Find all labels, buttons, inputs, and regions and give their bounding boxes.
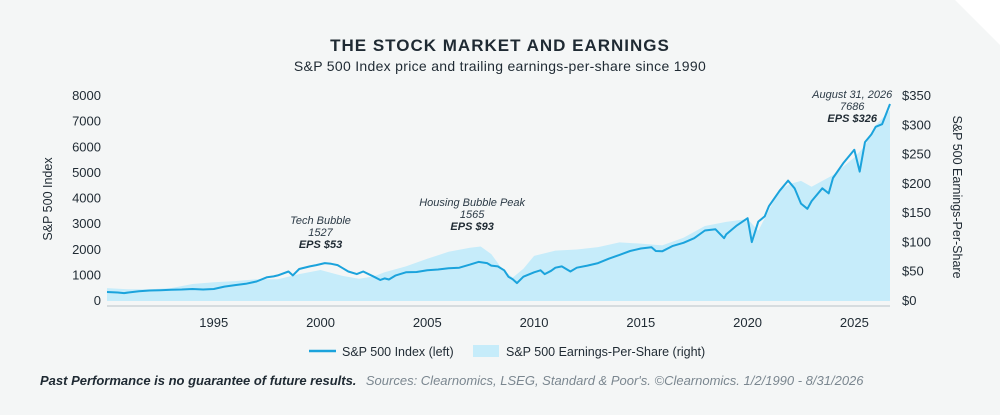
y-right-tick-label: $0 [902, 293, 916, 308]
eps-area-layer [107, 110, 890, 301]
y-left-tick-label: 4000 [72, 191, 101, 206]
annotation-eps: EPS $93 [450, 221, 493, 233]
x-tick-label: 2010 [520, 315, 549, 330]
legend-index-label: S&P 500 Index (left) [342, 345, 454, 359]
y-left-tick-label: 1000 [72, 267, 101, 282]
chart-subtitle: S&P 500 Index price and trailing earning… [294, 58, 706, 74]
y-right-tick-label: $350 [902, 88, 931, 103]
y-right-tick-label: $200 [902, 176, 931, 191]
y-right-ticks: $0 $50 $100 $150 $200 $250 $300 $350 [902, 88, 931, 308]
y-left-tick-label: 6000 [72, 139, 101, 154]
x-tick-label: 2005 [413, 315, 442, 330]
y-left-tick-label: 0 [94, 293, 101, 308]
y-left-tick-label: 2000 [72, 242, 101, 257]
y-left-tick-label: 8000 [72, 88, 101, 103]
y-axis-label-right: S&P 500 Earnings-Per-Share [950, 115, 964, 278]
annotation-text: 7686 [840, 101, 865, 113]
y-left-tick-label: 5000 [72, 165, 101, 180]
annotation-text: 1565 [460, 209, 485, 221]
annotation-text: Housing Bubble Peak [419, 197, 525, 209]
chart-title: THE STOCK MARKET AND EARNINGS [330, 36, 670, 55]
legend: S&P 500 Index (left) S&P 500 Earnings-Pe… [309, 345, 705, 359]
footer-disclaimer: Past Performance is no guarantee of futu… [40, 373, 356, 388]
annotation-text: Tech Bubble [290, 215, 351, 227]
eps-area [107, 110, 890, 301]
x-ticks: 1995 2000 2005 2010 2015 2020 2025 [199, 315, 869, 330]
x-tick-label: 2025 [840, 315, 869, 330]
annotation-eps: EPS $326 [827, 113, 877, 125]
x-tick-label: 2020 [733, 315, 762, 330]
footer-sources: Sources: Clearnomics, LSEG, Standard & P… [366, 373, 864, 388]
annotation-text: 1527 [308, 227, 333, 239]
annotation-text: August 31, 2026 [811, 89, 893, 101]
legend-eps-swatch [473, 345, 499, 357]
y-left-tick-label: 3000 [72, 216, 101, 231]
y-right-tick-label: $250 [902, 147, 931, 162]
x-tick-label: 2000 [306, 315, 335, 330]
index-line-layer [106, 103, 891, 295]
footer-note: Past Performance is no guarantee of futu… [40, 372, 864, 389]
x-tick-label: 1995 [199, 315, 228, 330]
y-right-tick-label: $150 [902, 205, 931, 220]
x-tick-label: 2015 [626, 315, 655, 330]
y-axis-label-left: S&P 500 Index [41, 157, 55, 241]
y-left-tick-label: 7000 [72, 114, 101, 129]
y-left-ticks: 0 1000 2000 3000 4000 5000 6000 7000 8000 [72, 88, 101, 308]
annotation-eps: EPS $53 [299, 239, 342, 251]
legend-eps-label: S&P 500 Earnings-Per-Share (right) [506, 345, 705, 359]
index-line [106, 103, 891, 295]
y-right-tick-label: $50 [902, 264, 924, 279]
y-right-tick-label: $100 [902, 234, 931, 249]
y-right-tick-label: $300 [902, 117, 931, 132]
